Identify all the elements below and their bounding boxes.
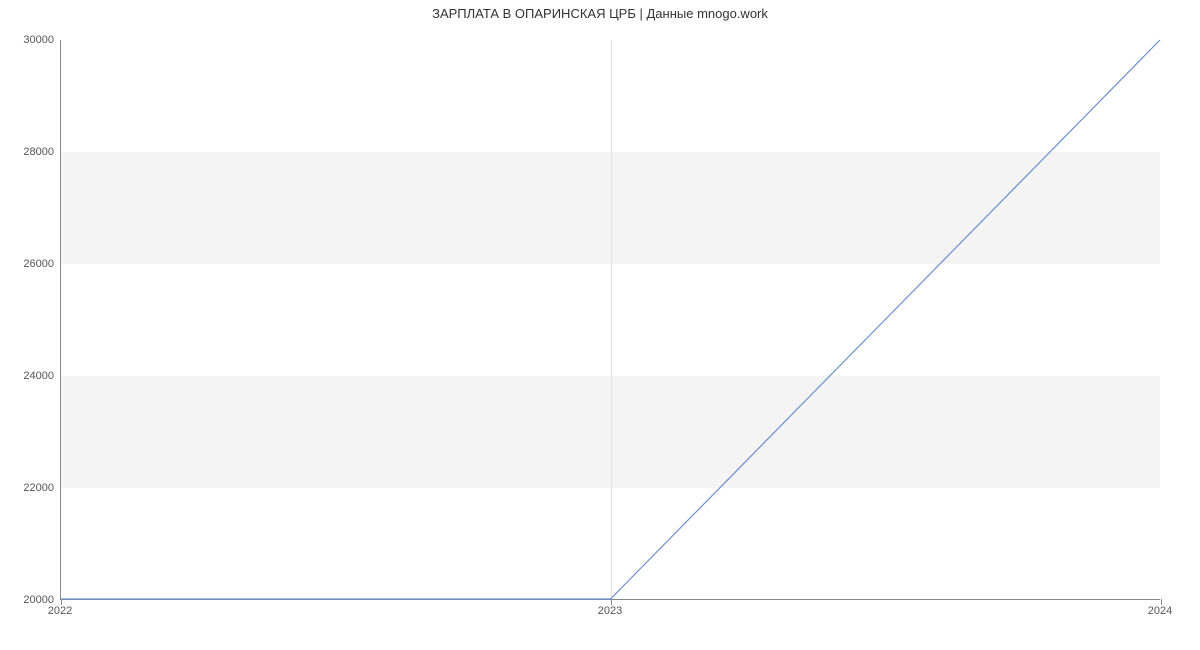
series-line [61,40,1160,599]
y-tick-label: 28000 [4,146,54,158]
chart-title: ЗАРПЛАТА В ОПАРИНСКАЯ ЦРБ | Данные mnogo… [0,6,1200,21]
y-tick-label: 26000 [4,258,54,270]
y-tick-label: 30000 [4,34,54,46]
chart-container: ЗАРПЛАТА В ОПАРИНСКАЯ ЦРБ | Данные mnogo… [0,0,1200,650]
x-tick-label: 2023 [598,605,622,617]
y-tick-label: 24000 [4,370,54,382]
x-tick-label: 2024 [1148,605,1172,617]
y-tick-label: 22000 [4,482,54,494]
plot-area [60,40,1160,600]
line-layer [61,40,1160,599]
y-tick-label: 20000 [4,594,54,606]
x-tick-label: 2022 [48,605,72,617]
